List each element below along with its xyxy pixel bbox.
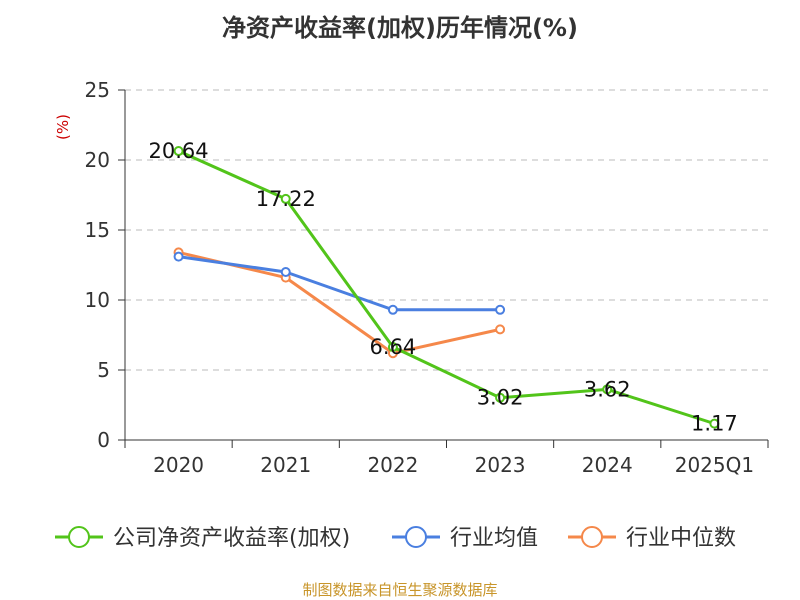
y-tick-label: 0	[97, 428, 110, 452]
legend-label: 行业中位数	[626, 526, 736, 551]
data-label: 1.17	[691, 412, 738, 436]
y-tick-label: 15	[85, 218, 110, 242]
data-point	[709, 418, 720, 429]
legend-marker	[405, 526, 427, 548]
data-label: 17.22	[256, 187, 316, 211]
series-line	[178, 250, 501, 355]
data-point	[173, 251, 184, 262]
series-line	[177, 149, 715, 426]
legend-label: 公司净资产收益率(加权)	[113, 526, 350, 551]
legend-marker	[68, 526, 90, 548]
data-point	[602, 384, 613, 395]
data-point	[387, 342, 398, 353]
x-tick-label: 2025Q1	[675, 453, 754, 477]
grid-lines	[125, 89, 768, 371]
y-axis-unit-label: (%)	[54, 114, 72, 140]
axes: 0 5 10 15 20 25 2020 2021 2022 2023 2024 2025Q1	[85, 78, 769, 477]
data-point	[280, 267, 291, 277]
x-tick-label: 2020	[153, 453, 204, 477]
x-tick-label: 2021	[260, 453, 311, 477]
data-point	[495, 392, 506, 403]
series-lines	[173, 146, 720, 429]
y-tick-label: 5	[97, 358, 110, 382]
y-tick-label: 20	[85, 148, 110, 172]
y-tick-label: 25	[85, 78, 110, 102]
legend: 公司净资产收益率(加权) 行业均值 行业中位数	[55, 526, 736, 551]
legend-label: 行业均值	[450, 526, 538, 551]
data-label: 3.62	[584, 377, 631, 401]
source-note: 制图数据来自恒生聚源数据库	[302, 581, 498, 599]
data-point	[173, 146, 184, 157]
data-label: 3.02	[477, 386, 524, 410]
data-point	[280, 193, 291, 204]
chart-title: 净资产收益率(加权)历年情况(%)	[222, 14, 578, 42]
data-label: 20.64	[149, 139, 209, 163]
x-tick-label: 2023	[475, 453, 526, 477]
data-label: 6.64	[370, 335, 417, 359]
legend-marker	[581, 526, 603, 548]
data-point	[495, 304, 506, 315]
series-line	[178, 255, 501, 312]
data-labels: 20.64 17.22 6.64 3.02 3.62 1.17	[149, 139, 738, 436]
data-point	[495, 324, 506, 335]
x-tick-label: 2022	[367, 453, 418, 477]
x-tick-label: 2024	[582, 453, 633, 477]
data-point	[387, 304, 398, 315]
y-tick-label: 10	[85, 288, 110, 312]
